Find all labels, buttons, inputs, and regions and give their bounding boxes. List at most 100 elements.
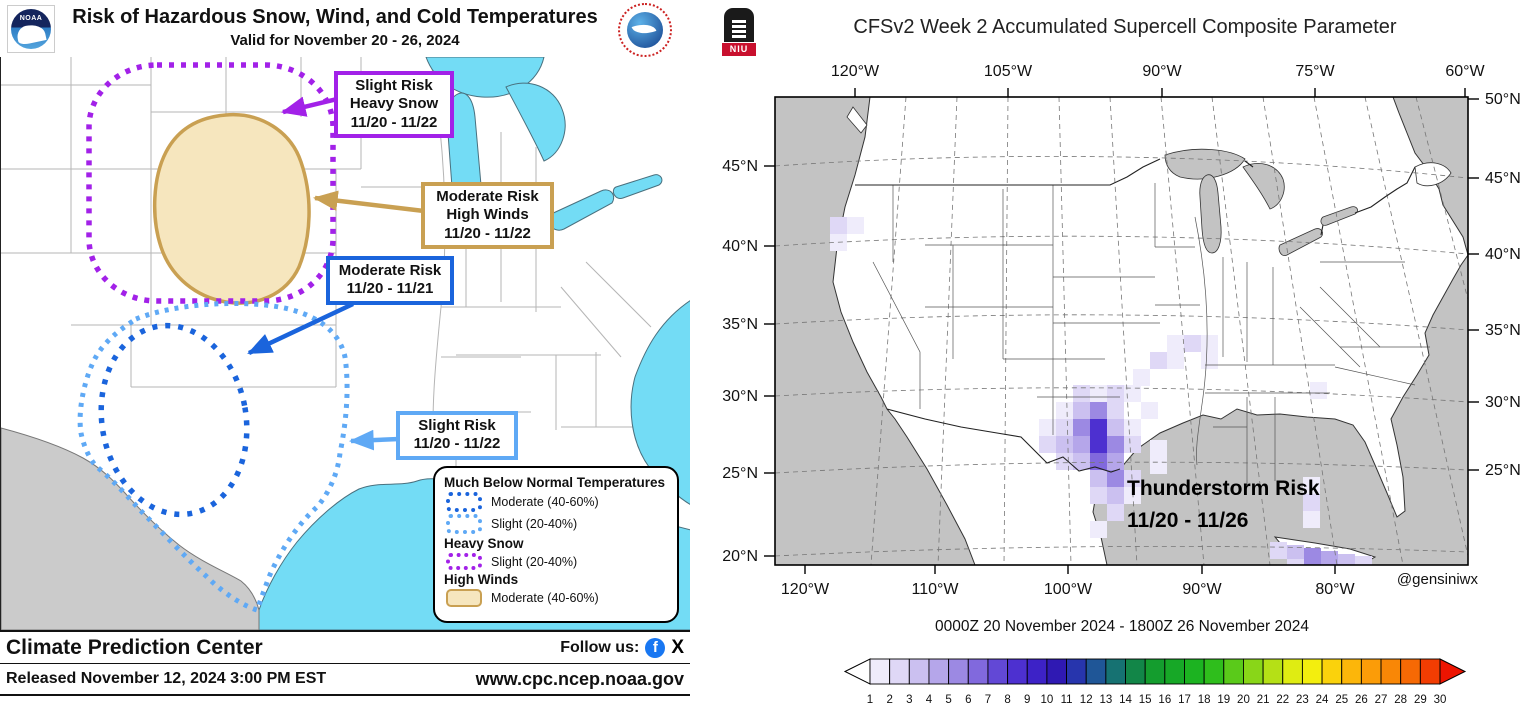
top-axis-label: 120°W xyxy=(831,63,880,80)
scp-cell xyxy=(1056,419,1073,436)
right-axis-label: 50°N xyxy=(1485,91,1521,108)
colorbar-tick-label: 16 xyxy=(1158,694,1171,706)
cold-moderate-outline xyxy=(98,322,250,518)
scp-cell xyxy=(1039,419,1056,436)
niu-logo-text: NIU xyxy=(722,43,756,56)
legend-wind-title: High Winds xyxy=(444,572,519,587)
x-twitter-icon[interactable]: X xyxy=(671,636,684,658)
cpc-hazards-map xyxy=(0,57,692,630)
bottom-axis-label: 90°W xyxy=(1182,581,1222,598)
swatch-wind-moderate xyxy=(446,589,482,607)
us-state-borders xyxy=(872,183,1430,485)
scp-cell xyxy=(1073,385,1090,402)
noaa-logo-circle: NOAA xyxy=(11,9,51,49)
scp-cell xyxy=(1184,335,1201,352)
scp-risk-cells xyxy=(830,217,1372,565)
scp-cell xyxy=(1073,402,1090,419)
colorbar-tick-label: 9 xyxy=(1024,694,1030,706)
callout-high-winds: Moderate Risk High Winds 11/20 - 11/22 xyxy=(421,182,554,249)
scp-cell xyxy=(1090,436,1107,453)
scp-cell xyxy=(1073,419,1090,436)
colorbar-tick-label: 5 xyxy=(945,694,951,706)
scp-cell xyxy=(1107,504,1124,521)
left-axis-label: 40°N xyxy=(722,238,758,255)
scp-cell xyxy=(847,217,864,234)
scp-cell xyxy=(1150,352,1167,369)
scp-cell xyxy=(1133,369,1150,386)
colorbar-tick-label: 29 xyxy=(1414,694,1427,706)
callout-line: Moderate Risk xyxy=(436,188,539,205)
colorbar-cell xyxy=(1066,658,1087,685)
colorbar-cell xyxy=(948,658,969,685)
swatch-snow-slight xyxy=(446,553,482,570)
colorbar-tick-label: 4 xyxy=(926,694,933,706)
scp-cell xyxy=(1124,487,1141,504)
legend-item-wind-moderate: Moderate (40-60%) xyxy=(446,589,668,607)
colorbar-cell xyxy=(1242,658,1264,685)
follow-us: Follow us: f X xyxy=(560,637,684,659)
colorbar-tick-label: 2 xyxy=(886,694,892,706)
lake-ontario xyxy=(612,174,663,200)
legend-label: Slight (20-40%) xyxy=(491,554,578,569)
callout-arrows xyxy=(247,96,425,451)
colorbar-cell xyxy=(1380,658,1402,685)
colorbar-tick-label: 28 xyxy=(1394,694,1407,706)
scp-cell xyxy=(1107,419,1124,436)
colorbar-cell xyxy=(889,658,910,685)
org-name: Climate Prediction Center xyxy=(6,635,263,659)
scp-cell xyxy=(1141,402,1158,419)
cpc-map-valid-range: Valid for November 20 - 26, 2024 xyxy=(230,32,460,49)
cpc-url[interactable]: www.cpc.ncep.noaa.gov xyxy=(475,668,684,689)
scp-cell xyxy=(1107,453,1124,470)
scp-cell xyxy=(1270,542,1287,559)
callout-cold-slight: Slight Risk 11/20 - 11/22 xyxy=(396,411,518,460)
callout-line: 11/20 - 11/21 xyxy=(346,280,434,298)
colorbar-cell xyxy=(1341,658,1362,685)
right-axis-label: 40°N xyxy=(1485,246,1521,263)
callout-line: Slight Risk xyxy=(418,417,496,434)
colorbar-cell xyxy=(1184,658,1205,685)
scp-cell xyxy=(1321,551,1338,565)
scp-cell xyxy=(1304,548,1321,565)
colorbar-cell xyxy=(1164,658,1185,685)
facebook-icon[interactable]: f xyxy=(645,637,666,658)
cpc-map-title: Risk of Hazardous Snow, Wind, and Cold T… xyxy=(72,6,598,28)
colorbar-tick-label: 13 xyxy=(1099,694,1112,706)
colorbar-cell xyxy=(908,658,930,685)
colorbar-cell xyxy=(1144,658,1166,685)
scp-cell xyxy=(830,217,847,234)
axes: 120°W 105°W 90°W 75°W 60°W 120°W 110°W 100°W 90°… xyxy=(722,63,1521,598)
scp-cell xyxy=(1124,419,1141,436)
colorbar-tick-label: 23 xyxy=(1296,694,1309,706)
scp-cell xyxy=(1124,436,1141,453)
cpc-header: NOAA Risk of Hazardous Snow, Wind, and C… xyxy=(0,0,690,58)
colorbar-cell xyxy=(1007,658,1028,685)
national-borders xyxy=(855,158,1416,473)
colorbar-cell xyxy=(1321,658,1343,685)
legend-label: Moderate (40-60%) xyxy=(491,591,599,605)
vancouver-island xyxy=(846,106,868,134)
release-timestamp: Released November 12, 2024 3:00 PM EST xyxy=(6,670,327,687)
scp-cell xyxy=(1056,453,1073,470)
colorbar-tick-label: 10 xyxy=(1040,694,1053,706)
legend-item-temps-moderate: Moderate (40-60%) xyxy=(446,492,668,512)
left-axis-label: 25°N xyxy=(722,465,758,482)
scp-cell xyxy=(1310,382,1327,399)
scp-cell xyxy=(1073,436,1090,453)
colorbar-tick-label: 14 xyxy=(1119,694,1132,706)
scp-cell xyxy=(1201,335,1218,352)
bottom-axis-label: 80°W xyxy=(1315,581,1355,598)
top-axis-label: 90°W xyxy=(1142,63,1182,80)
scp-cell xyxy=(1090,453,1107,470)
scp-cell xyxy=(1287,545,1304,562)
scp-cell xyxy=(1056,436,1073,453)
colorbar-cell xyxy=(928,658,950,685)
bottom-axis-label: 100°W xyxy=(1044,581,1093,598)
colorbar-tick-label: 25 xyxy=(1335,694,1348,706)
colorbar-tick-label: 18 xyxy=(1198,694,1211,706)
thunderstorm-risk-line1: Thunderstorm Risk xyxy=(1127,477,1320,500)
heavy-snow-slight-outline xyxy=(86,62,336,304)
scp-cell xyxy=(1107,436,1124,453)
scp-cell xyxy=(1338,554,1355,565)
colorbar-tick-label: 17 xyxy=(1178,694,1191,706)
